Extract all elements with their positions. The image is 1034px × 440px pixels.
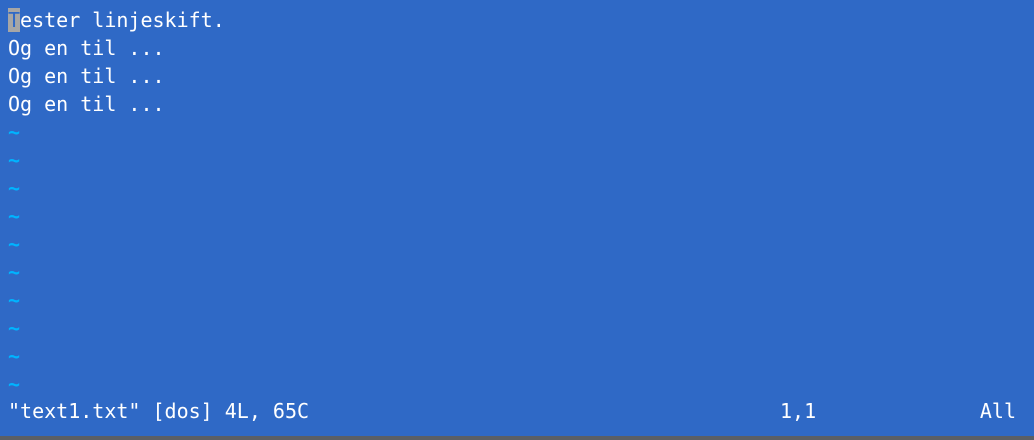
line-text: Og en til ...: [8, 64, 165, 88]
window-bottom-edge: [0, 436, 1034, 440]
empty-line-tilde: ~: [8, 176, 21, 200]
empty-line-tilde: ~: [8, 372, 21, 396]
line-text: ester linjeskift.: [20, 8, 225, 32]
empty-line-tilde: ~: [8, 232, 21, 256]
buffer-line-4[interactable]: Og en til ...: [8, 90, 1026, 118]
text-cursor: T: [8, 8, 21, 32]
empty-line-tilde: ~: [8, 148, 21, 172]
cursor-position: 1,1: [780, 399, 817, 423]
scroll-position: All: [979, 399, 1016, 423]
line-text: Og en til ...: [8, 36, 165, 60]
empty-line-tilde: ~: [8, 288, 21, 312]
buffer-line-1[interactable]: Tester linjeskift.: [8, 6, 1026, 34]
editor-buffer[interactable]: Tester linjeskift. Og en til ... Og en t…: [8, 6, 1026, 398]
empty-line-tilde: ~: [8, 120, 21, 144]
status-line: "text1.txt" [dos] 4L, 65C 1,1 All: [8, 397, 1016, 425]
buffer-line-2[interactable]: Og en til ...: [8, 34, 1026, 62]
empty-line-tilde: ~: [8, 204, 21, 228]
buffer-line-3[interactable]: Og en til ...: [8, 62, 1026, 90]
line-text: Og en til ...: [8, 92, 165, 116]
empty-line-tilde: ~: [8, 344, 21, 368]
file-info: "text1.txt" [dos] 4L, 65C: [8, 399, 310, 423]
empty-line-tilde: ~: [8, 316, 21, 340]
empty-line-tilde: ~: [8, 260, 21, 284]
